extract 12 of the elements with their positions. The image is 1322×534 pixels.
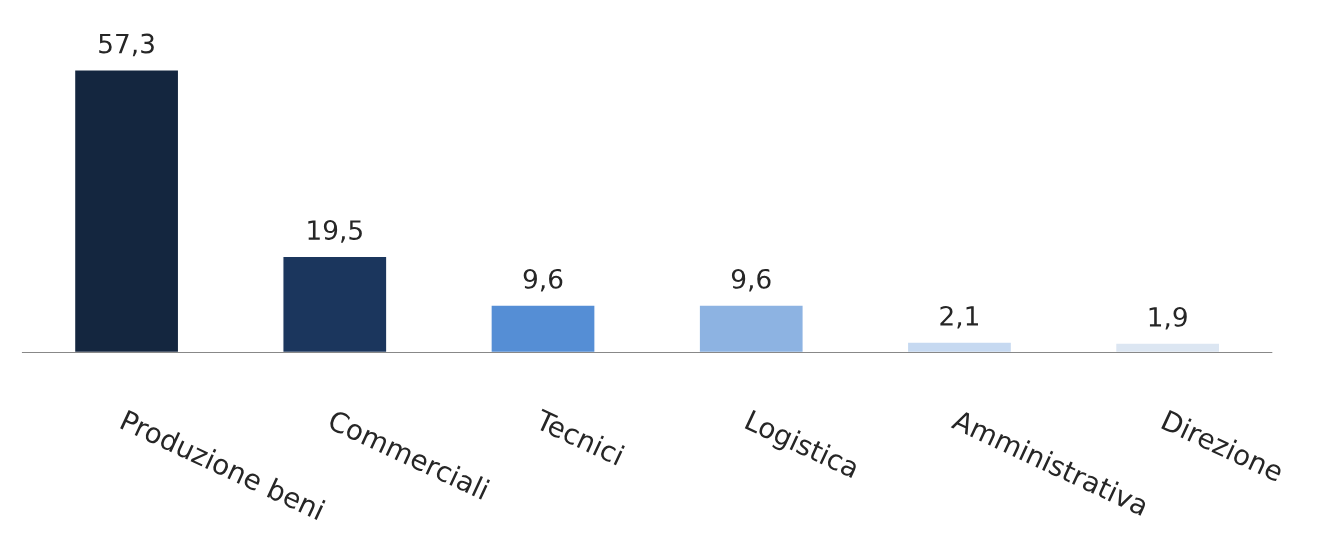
bar — [698, 304, 804, 353]
data-label: 57,3 — [99, 33, 154, 57]
bar — [73, 69, 180, 353]
bar — [1114, 342, 1221, 353]
data-label: 9,6 — [523, 268, 563, 292]
data-label: 9,6 — [731, 268, 771, 292]
bar — [282, 255, 388, 353]
data-label: 2,1 — [940, 305, 978, 329]
bar — [906, 341, 1013, 353]
data-label: 1,9 — [1149, 306, 1187, 330]
data-label: 19,5 — [308, 220, 362, 243]
bar — [490, 304, 596, 353]
